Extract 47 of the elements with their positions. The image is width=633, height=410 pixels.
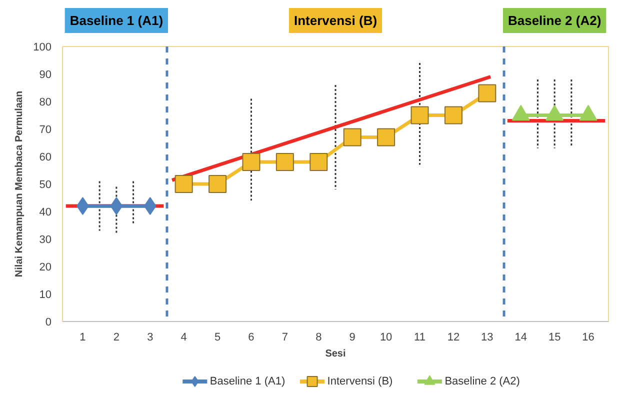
x-tick-label: 4 [180,332,187,344]
point [444,106,462,124]
legend-label: Baseline 1 (A1) [210,376,286,388]
x-tick-label: 14 [514,332,528,344]
x-tick-label: 1 [80,332,86,344]
text: Intervensi (B) [294,13,378,28]
y-tick-label: 50 [39,179,52,191]
x-tick-label: 15 [548,332,561,344]
y-tick-label: 20 [39,262,52,274]
point [310,153,328,171]
y-tick-label: 60 [39,152,52,164]
x-axis-title: Sesi [325,348,346,360]
x-tick-label: 16 [582,332,594,344]
text: Baseline 1 (A1) [70,13,164,28]
y-axis-title: Nilai Kemampuan Membaca Permulaan [14,90,26,278]
point [343,128,362,146]
point [276,153,294,171]
point [410,106,429,124]
y-tick-label: 70 [39,124,52,136]
text: Baseline 2 (A2) [508,13,602,28]
x-tick-label: 5 [214,332,221,344]
y-tick-label: 10 [39,289,52,301]
point [377,128,396,146]
point [174,175,193,193]
point [242,153,260,171]
y-tick-label: 80 [39,96,52,108]
x-tick-label: 7 [282,332,288,344]
x-tick-label: 8 [316,332,322,344]
y-tick-label: 90 [39,69,52,81]
x-tick-label: 13 [481,332,494,344]
point [110,197,123,215]
y-tick-label: 40 [39,206,52,218]
x-tick-label: 12 [447,332,460,344]
x-tick-label: 10 [380,332,392,344]
point [208,175,227,193]
legend-label: Intervensi (B) [327,376,393,388]
point [144,197,156,215]
x-tick-label: 11 [414,332,426,344]
y-tick-label: 30 [39,234,52,246]
y-tick-label: 100 [33,42,52,54]
x-tick-label: 2 [113,332,120,344]
x-tick-label: 9 [349,332,356,344]
x-tick-label: 3 [147,332,154,344]
point [478,84,496,102]
x-tick-label: 6 [248,332,254,344]
y-tick-label: 0 [45,316,52,328]
legend-label: Baseline 2 (A2) [444,376,520,388]
